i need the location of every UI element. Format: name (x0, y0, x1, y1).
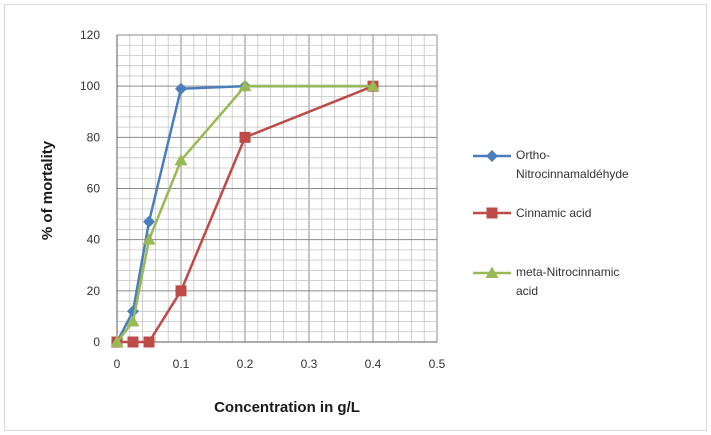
y-tick-label: 80 (87, 130, 101, 144)
y-tick-label: 60 (87, 182, 101, 196)
x-axis-title: Concentration in g/L (214, 399, 360, 416)
y-axis-ticks: 0 20 40 60 80 100 120 (80, 28, 100, 349)
y-axis-title: % of mortality (39, 140, 56, 240)
x-tick-label: 0.3 (301, 357, 318, 371)
data-point (127, 336, 139, 348)
y-tick-label: 100 (80, 79, 100, 93)
data-point (239, 131, 251, 143)
legend-item-3: meta-Nitrocinnamic acid (473, 265, 619, 298)
data-point (126, 315, 140, 327)
grid (116, 34, 438, 343)
legend-marker (485, 266, 499, 278)
data-point (142, 233, 156, 245)
data-point (143, 336, 155, 348)
data-point (110, 335, 124, 347)
legend-label: acid (516, 284, 538, 298)
data-point (175, 285, 187, 297)
legend-label: meta-Nitrocinnamic (516, 265, 619, 279)
legend-marker (486, 150, 498, 162)
data-point (175, 82, 187, 95)
legend: Ortho- Nitrocinnamaldéhyde Cinnamic acid me… (473, 148, 629, 298)
x-tick-label: 0.5 (429, 357, 446, 371)
legend-label: Cinnamic acid (516, 206, 591, 220)
x-tick-label: 0.1 (173, 357, 190, 371)
x-tick-label: 0.4 (365, 357, 382, 371)
series-3 (110, 79, 380, 347)
y-tick-label: 20 (87, 284, 101, 298)
x-tick-label: 0 (114, 357, 121, 371)
data-point (174, 153, 188, 166)
data-point (143, 215, 155, 228)
axes (116, 35, 437, 343)
y-tick-label: 40 (87, 233, 101, 247)
legend-item-1: Ortho- Nitrocinnamaldéhyde (473, 148, 629, 181)
x-axis-ticks: 0 0.1 0.2 0.3 0.4 0.5 (114, 357, 446, 371)
y-tick-label: 0 (93, 335, 100, 349)
chart-frame (4, 4, 707, 431)
legend-marker (486, 207, 498, 219)
y-tick-label: 120 (80, 28, 100, 42)
data-series (110, 79, 380, 348)
legend-label: Nitrocinnamaldéhyde (516, 167, 629, 181)
legend-item-2: Cinnamic acid (473, 206, 591, 220)
x-tick-label: 0.2 (237, 357, 254, 371)
legend-label: Ortho- (516, 148, 550, 162)
data-point (366, 79, 380, 92)
data-point (238, 79, 252, 92)
